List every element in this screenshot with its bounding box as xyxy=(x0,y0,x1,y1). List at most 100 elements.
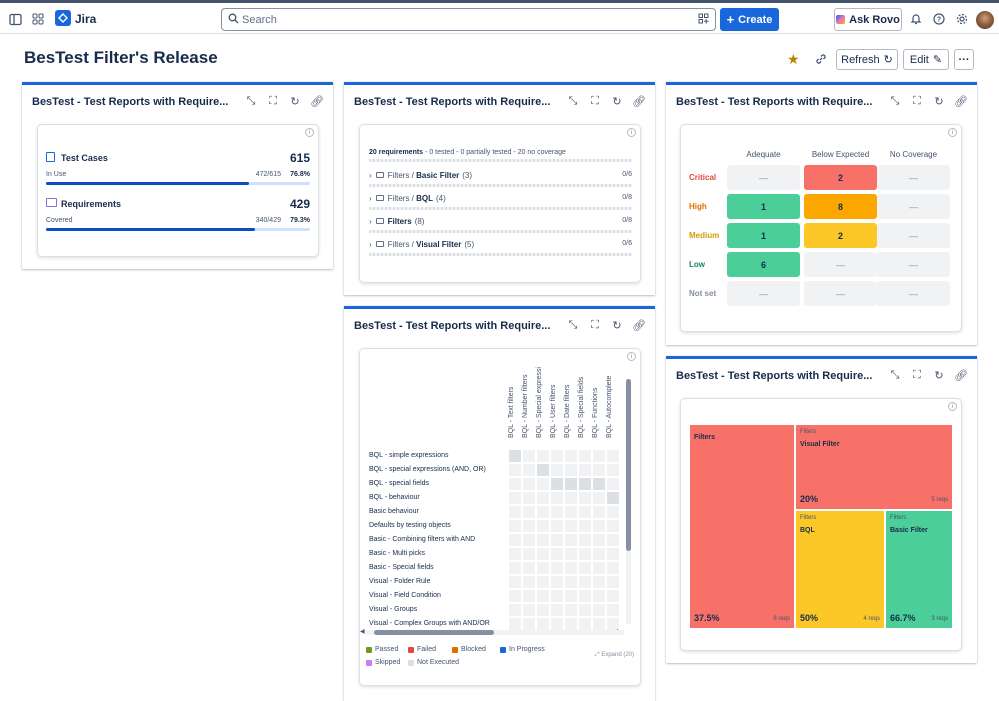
matrix-cell[interactable] xyxy=(593,576,605,588)
matrix-cell[interactable] xyxy=(607,506,619,518)
matrix-cell[interactable] xyxy=(565,562,577,574)
risk-cell[interactable]: 8 xyxy=(804,194,877,219)
matrix-cell[interactable] xyxy=(607,576,619,588)
fullscreen-icon[interactable]: ⛶ xyxy=(269,94,277,107)
matrix-cell[interactable] xyxy=(565,450,577,462)
matrix-cell[interactable] xyxy=(607,618,619,630)
matrix-cell[interactable] xyxy=(551,590,563,602)
matrix-cell[interactable] xyxy=(537,618,549,630)
risk-cell[interactable]: 1 xyxy=(727,223,800,248)
more-actions-button[interactable]: ··· xyxy=(954,49,974,70)
matrix-cell[interactable] xyxy=(537,576,549,588)
matrix-cell[interactable] xyxy=(593,506,605,518)
sidebar-toggle-icon[interactable] xyxy=(7,11,23,27)
matrix-cell[interactable] xyxy=(593,492,605,504)
risk-cell[interactable]: — xyxy=(877,223,950,248)
refresh-icon[interactable]: ↻ xyxy=(934,369,944,382)
matrix-cell[interactable] xyxy=(509,590,521,602)
risk-cell[interactable]: — xyxy=(804,281,877,306)
risk-cell[interactable]: — xyxy=(877,252,950,277)
matrix-cell[interactable] xyxy=(565,604,577,616)
matrix-cell[interactable] xyxy=(551,618,563,630)
matrix-cell[interactable] xyxy=(551,548,563,560)
matrix-cell[interactable] xyxy=(537,464,549,476)
matrix-cell[interactable] xyxy=(523,520,535,532)
matrix-cell[interactable] xyxy=(523,590,535,602)
matrix-cell[interactable] xyxy=(607,492,619,504)
matrix-cell[interactable] xyxy=(537,534,549,546)
treemap-block[interactable]: Filters Basic Filter 66.7% 3 reqs xyxy=(885,510,953,629)
matrix-cell[interactable] xyxy=(579,492,591,504)
matrix-cell[interactable] xyxy=(579,478,591,490)
matrix-cell[interactable] xyxy=(523,506,535,518)
refresh-icon[interactable]: ↻ xyxy=(934,95,944,108)
refresh-button[interactable]: Refresh ↻ xyxy=(836,49,898,70)
link-icon[interactable]: 🔗︎ xyxy=(310,95,324,108)
app-switcher-icon[interactable] xyxy=(30,11,46,27)
link-icon[interactable]: 🔗︎ xyxy=(954,369,968,382)
matrix-cell[interactable] xyxy=(593,464,605,476)
matrix-cell[interactable] xyxy=(579,548,591,560)
matrix-cell[interactable] xyxy=(593,450,605,462)
matrix-cell[interactable] xyxy=(537,478,549,490)
matrix-cell[interactable] xyxy=(523,562,535,574)
vertical-scrollbar[interactable] xyxy=(626,379,631,624)
matrix-cell[interactable] xyxy=(593,604,605,616)
matrix-cell[interactable] xyxy=(537,548,549,560)
matrix-cell[interactable] xyxy=(523,464,535,476)
refresh-icon[interactable]: ↻ xyxy=(612,319,622,332)
matrix-cell[interactable] xyxy=(593,548,605,560)
matrix-cell[interactable] xyxy=(579,604,591,616)
minimize-icon[interactable]: ⤡ xyxy=(890,94,900,107)
matrix-cell[interactable] xyxy=(565,548,577,560)
settings-gear-icon[interactable] xyxy=(954,11,970,27)
matrix-cell[interactable] xyxy=(593,520,605,532)
matrix-cell[interactable] xyxy=(565,492,577,504)
matrix-cell[interactable] xyxy=(523,450,535,462)
search-filter-icon[interactable] xyxy=(698,13,709,27)
minimize-icon[interactable]: ⤡ xyxy=(246,94,256,107)
matrix-cell[interactable] xyxy=(551,492,563,504)
treemap-block[interactable]: Filters Visual Filter 20% 5 reqs xyxy=(795,424,953,510)
scrollbar-thumb[interactable] xyxy=(374,630,494,635)
risk-cell[interactable]: — xyxy=(727,281,800,306)
matrix-cell[interactable] xyxy=(509,520,521,532)
matrix-cell[interactable] xyxy=(579,520,591,532)
risk-cell[interactable]: 1 xyxy=(727,194,800,219)
matrix-cell[interactable] xyxy=(593,618,605,630)
matrix-cell[interactable] xyxy=(579,562,591,574)
matrix-cell[interactable] xyxy=(607,548,619,560)
copy-link-icon[interactable] xyxy=(812,50,830,68)
ask-rovo-button[interactable]: Ask Rovo xyxy=(834,8,902,31)
matrix-cell[interactable] xyxy=(523,604,535,616)
matrix-cell[interactable] xyxy=(593,590,605,602)
risk-cell[interactable]: — xyxy=(877,281,950,306)
matrix-cell[interactable] xyxy=(509,618,521,630)
matrix-cell[interactable] xyxy=(565,478,577,490)
matrix-cell[interactable] xyxy=(565,506,577,518)
matrix-cell[interactable] xyxy=(607,464,619,476)
matrix-cell[interactable] xyxy=(607,534,619,546)
matrix-cell[interactable] xyxy=(607,450,619,462)
matrix-cell[interactable] xyxy=(551,520,563,532)
link-icon[interactable]: 🔗︎ xyxy=(632,319,646,332)
matrix-cell[interactable] xyxy=(593,534,605,546)
fullscreen-icon[interactable]: ⛶ xyxy=(591,94,599,107)
matrix-cell[interactable] xyxy=(565,590,577,602)
matrix-cell[interactable] xyxy=(607,590,619,602)
coverage-row[interactable]: › Filters / BQL (4) 0/8 xyxy=(369,194,632,206)
matrix-cell[interactable] xyxy=(523,618,535,630)
coverage-row[interactable]: › Filters / Basic Filter (3) 0/6 xyxy=(369,171,632,183)
matrix-cell[interactable] xyxy=(551,464,563,476)
refresh-icon[interactable]: ↻ xyxy=(612,95,622,108)
refresh-icon[interactable]: ↻ xyxy=(290,95,300,108)
fullscreen-icon[interactable]: ⛶ xyxy=(913,94,921,107)
matrix-cell[interactable] xyxy=(537,492,549,504)
matrix-cell[interactable] xyxy=(607,604,619,616)
matrix-cell[interactable] xyxy=(523,534,535,546)
matrix-cell[interactable] xyxy=(509,604,521,616)
matrix-cell[interactable] xyxy=(607,562,619,574)
matrix-cell[interactable] xyxy=(509,492,521,504)
risk-cell[interactable]: — xyxy=(877,165,950,190)
scrollbar-thumb[interactable] xyxy=(626,379,631,551)
